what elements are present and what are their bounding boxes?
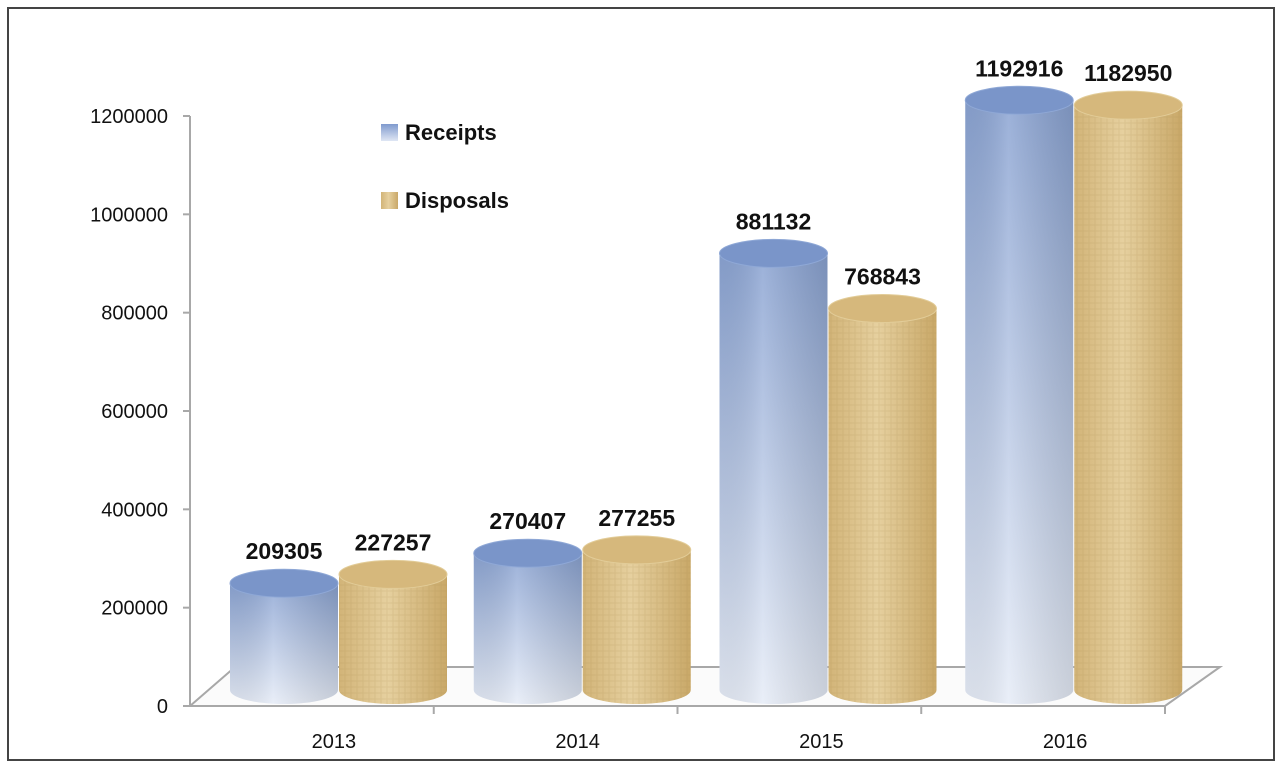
data-label: 277255 bbox=[598, 505, 675, 531]
bar-receipts-2014: 270407 bbox=[473, 508, 583, 705]
legend-swatch bbox=[381, 124, 398, 141]
legend-label: Disposals bbox=[405, 188, 509, 213]
y-tick-label: 600000 bbox=[101, 401, 168, 423]
y-tick-label: 400000 bbox=[101, 499, 168, 521]
data-label: 1182950 bbox=[1084, 60, 1172, 86]
data-label: 227257 bbox=[355, 529, 432, 555]
x-tick-label: 2016 bbox=[1043, 731, 1088, 753]
bar-disposals-2013: 227257 bbox=[338, 529, 448, 704]
data-label: 881132 bbox=[736, 208, 811, 234]
legend-label: Receipts bbox=[405, 120, 497, 145]
bar-receipts-2015: 881132 bbox=[719, 208, 828, 705]
bar-disposals-2014: 277255 bbox=[582, 505, 692, 705]
y-tick-label: 1000000 bbox=[90, 204, 168, 226]
x-tick-label: 2013 bbox=[312, 731, 357, 753]
data-label: 209305 bbox=[246, 538, 323, 564]
legend: Receipts Disposals bbox=[381, 120, 509, 213]
y-tick-label: 0 bbox=[157, 696, 168, 718]
data-label: 270407 bbox=[489, 508, 566, 534]
bar-receipts-2013: 209305 bbox=[229, 538, 339, 704]
y-tick-label: 800000 bbox=[101, 303, 168, 325]
chart-floor bbox=[187, 666, 1224, 707]
y-tick-label: 1200000 bbox=[90, 106, 168, 128]
x-tick-label: 2014 bbox=[555, 731, 600, 753]
y-tick-label: 200000 bbox=[101, 598, 168, 620]
data-label: 1192916 bbox=[975, 55, 1063, 81]
bar-disposals-2015: 768843 bbox=[828, 263, 937, 705]
data-label: 768843 bbox=[844, 263, 921, 289]
legend-swatch bbox=[381, 192, 398, 209]
bar-disposals-2016: 1182950 bbox=[1073, 60, 1183, 705]
x-tick-label: 2015 bbox=[799, 731, 844, 753]
bar-receipts-2016: 1192916 bbox=[964, 55, 1074, 705]
